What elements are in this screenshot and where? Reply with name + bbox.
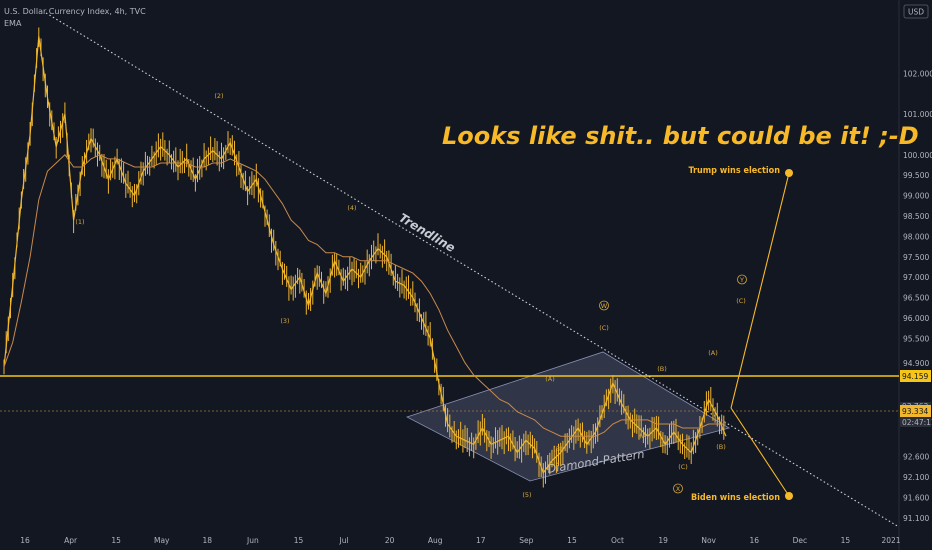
- y-tick-label: 100.000: [903, 151, 932, 160]
- indicator-legend: EMA: [4, 19, 22, 28]
- x-tick-label: Aug: [428, 536, 443, 545]
- x-tick-label: Sep: [519, 536, 533, 545]
- ema-line: [3, 154, 726, 437]
- y-tick-label: 99.500: [903, 171, 929, 180]
- x-tick-label: 17: [476, 536, 486, 545]
- wave-label: (3): [280, 317, 289, 325]
- x-tick-label: Jul: [339, 536, 349, 545]
- wave-label: (B): [553, 445, 563, 453]
- x-axis: 16 Apr 15 May 18 Jun 15 Jul 20 Aug 17 Sep 15 Oct 19 Nov…: [20, 536, 901, 545]
- price-tag-level-bg: [900, 370, 931, 382]
- currency-badge-frame: [903, 4, 929, 19]
- price-tag-level-text: 94.159: [902, 372, 928, 381]
- x-tick-label: 15: [567, 536, 577, 545]
- wave-label: (C): [736, 297, 746, 305]
- x-tick-label: 18: [203, 536, 213, 545]
- wave-label-circle: [599, 300, 609, 311]
- wave-label: (5): [522, 491, 531, 499]
- y-tick-label: 92.600: [903, 453, 929, 462]
- wave-label: (C): [599, 324, 609, 332]
- x-tick-label: 16: [749, 536, 759, 545]
- x-tick-label: Dec: [793, 536, 808, 545]
- wave-label: (A): [708, 349, 718, 357]
- y-tick-label: 101.000: [903, 110, 932, 119]
- price-tag-countdown-text: 02:47:11: [902, 418, 932, 427]
- price-tag-countdown-bg: [900, 417, 931, 427]
- wave-label: (C): [678, 463, 688, 471]
- y-tick-label: 98.000: [903, 232, 929, 241]
- diamond-pattern-shape[interactable]: [405, 351, 731, 482]
- trump-scenario-label: Trump wins election: [688, 166, 780, 176]
- wave-label: (2): [214, 92, 223, 100]
- y-tick-label: 102.000: [903, 69, 932, 78]
- headline-annotation: Looks like shit.. but could be it! ;-D: [442, 122, 919, 150]
- wave-label-circle: [737, 274, 747, 285]
- y-tick-label: 96.500: [903, 294, 929, 303]
- price-tag-last-bg: [900, 405, 931, 417]
- biden-projection-line[interactable]: [730, 407, 790, 497]
- y-tick-label: 99.000: [903, 192, 929, 201]
- biden-scenario-label: Biden wins election: [691, 493, 780, 503]
- y-tick-label: 96.000: [903, 314, 929, 323]
- wave-label: W: [601, 302, 608, 310]
- x-tick-label: Jun: [246, 536, 259, 545]
- x-tick-label: May: [154, 536, 170, 545]
- y-tick-label: 94.900: [903, 359, 929, 368]
- wave-label-circle: [673, 483, 683, 494]
- wave-label: (B): [716, 443, 726, 451]
- x-tick-label: Apr: [64, 536, 78, 545]
- x-tick-label: 15: [294, 536, 304, 545]
- currency-badge-text: USD: [908, 8, 924, 17]
- price-candles: [3, 27, 725, 488]
- price-tag-last: 93.334: [900, 405, 931, 417]
- wave-label: (4): [347, 204, 356, 212]
- price-line: [3, 36, 727, 475]
- y-tick-label: 97.000: [903, 273, 929, 282]
- price-tag-countdown: 02:47:11: [900, 417, 932, 427]
- currency-badge[interactable]: USD: [903, 4, 929, 19]
- x-tick-label: Oct: [611, 536, 624, 545]
- x-tick-label: 15: [111, 536, 121, 545]
- y-tick-label: 91.600: [903, 493, 929, 502]
- wave-label: X: [676, 485, 681, 493]
- y-axis: 102.000 101.000 100.000 99.500 99.000 98.500 9…: [903, 69, 932, 523]
- x-tick-label: 20: [385, 536, 395, 545]
- y-tick-label: 91.100: [903, 514, 929, 523]
- y-tick-label: 95.500: [903, 334, 929, 343]
- symbol-title: U.S. Dollar Currency Index, 4h, TVC: [4, 7, 146, 16]
- biden-target-point[interactable]: [785, 492, 793, 500]
- x-tick-label: 2021: [881, 536, 900, 545]
- x-tick-label: Nov: [701, 536, 716, 545]
- wave-label: (B): [657, 365, 667, 373]
- wave-label: (1): [75, 218, 84, 226]
- y-tick-label: 92.100: [903, 473, 929, 482]
- y-tick-label: 97.500: [903, 253, 929, 262]
- price-tag-level: 94.159: [900, 370, 931, 382]
- wave-label: (A): [545, 375, 555, 383]
- wave-label: Y: [739, 276, 744, 284]
- x-tick-label: 16: [20, 536, 30, 545]
- x-tick-label: 19: [658, 536, 668, 545]
- y-tick-label: 98.500: [903, 212, 929, 221]
- x-tick-label: 15: [841, 536, 851, 545]
- trump-projection-line[interactable]: [730, 172, 790, 409]
- wave-labels: (1) (2) (3) (4) (5) (A) (B) (C) W (B) (A) (C) X (A) (B…: [75, 92, 747, 499]
- price-tag-last-text: 93.334: [902, 407, 928, 416]
- wave-label: (A): [639, 432, 649, 440]
- trump-target-point[interactable]: [785, 169, 793, 177]
